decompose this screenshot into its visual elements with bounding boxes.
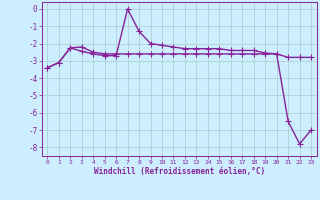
X-axis label: Windchill (Refroidissement éolien,°C): Windchill (Refroidissement éolien,°C) [94,167,265,176]
